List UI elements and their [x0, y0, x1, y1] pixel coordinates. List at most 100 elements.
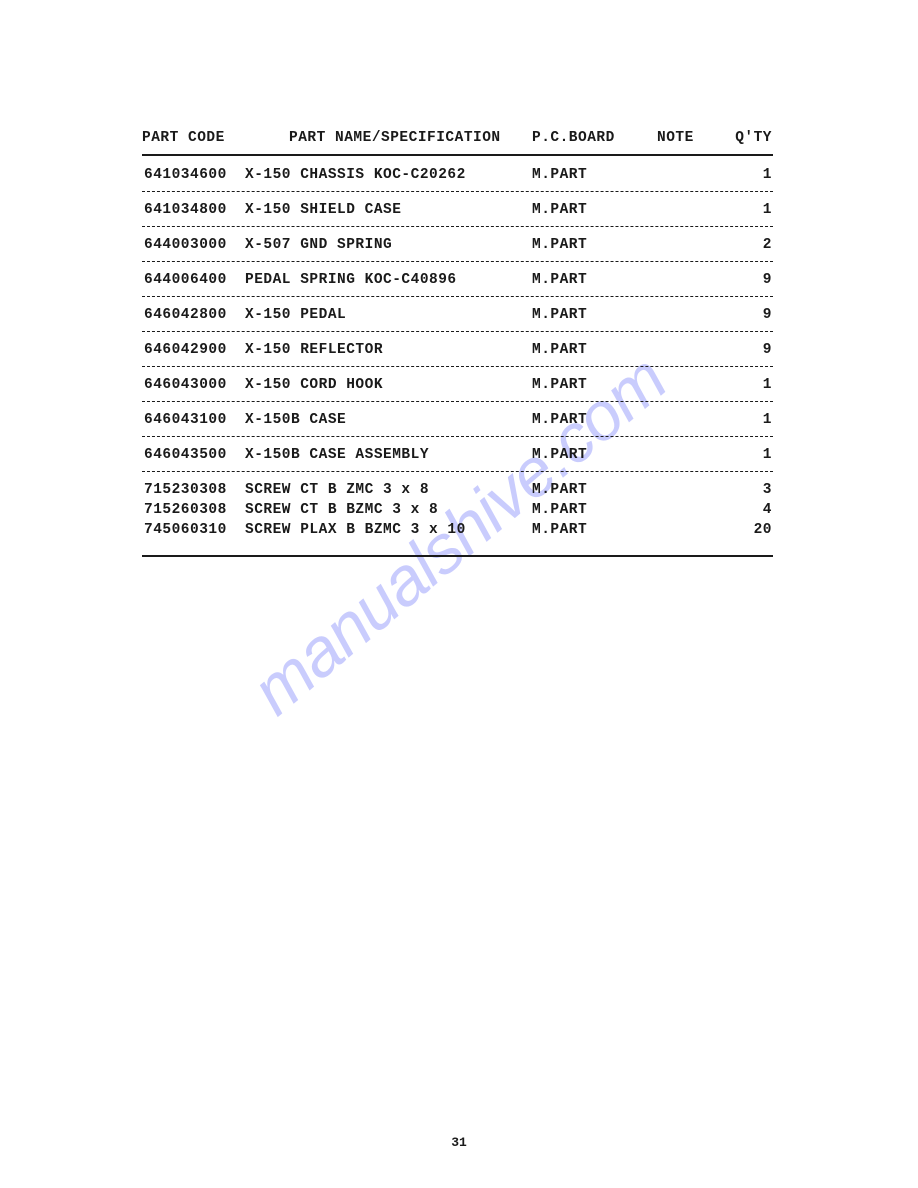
cell-board: M.PART: [532, 522, 657, 538]
cell-qty: 3: [732, 482, 772, 498]
cell-note: [657, 342, 732, 358]
cell-note: [657, 522, 732, 538]
table-row: 715260308SCREW CT B BZMC 3 x 8M.PART 4: [142, 500, 773, 520]
cell-name: X-150 CORD HOOK: [239, 377, 532, 393]
cell-name: PEDAL SPRING KOC-C40896: [239, 272, 532, 288]
cell-name: X-150B CASE: [239, 412, 532, 428]
cell-note: [657, 377, 732, 393]
parts-table: PART CODE PART NAME/SPECIFICATION P.C.BO…: [142, 130, 773, 557]
row-divider: [142, 261, 773, 262]
row-divider: [142, 191, 773, 192]
table-group: 644003000X-507 GND SPRINGM.PART 2: [142, 235, 773, 262]
cell-board: M.PART: [532, 272, 657, 288]
cell-code: 641034600: [142, 167, 239, 183]
cell-board: M.PART: [532, 202, 657, 218]
cell-name: X-150 REFLECTOR: [239, 342, 532, 358]
row-divider: [142, 436, 773, 437]
cell-code: 715230308: [142, 482, 239, 498]
cell-qty: 1: [732, 202, 772, 218]
cell-code: 641034800: [142, 202, 239, 218]
cell-code: 646043500: [142, 447, 239, 463]
table-row: 745060310SCREW PLAX B BZMC 3 x 10M.PART 2…: [142, 520, 773, 540]
row-divider: [142, 401, 773, 402]
cell-board: M.PART: [532, 412, 657, 428]
cell-board: M.PART: [532, 447, 657, 463]
table-group: 715230308SCREW CT B ZMC 3 x 8M.PART37152…: [142, 480, 773, 540]
table-row: 646043500X-150B CASE ASSEMBLYM.PART 1: [142, 445, 773, 465]
cell-code: 646042800: [142, 307, 239, 323]
cell-code: 644003000: [142, 237, 239, 253]
row-divider: [142, 296, 773, 297]
cell-name: X-150 SHIELD CASE: [239, 202, 532, 218]
cell-note: [657, 502, 732, 518]
cell-note: [657, 272, 732, 288]
cell-board: M.PART: [532, 167, 657, 183]
header-note: NOTE: [657, 130, 732, 146]
header-board: P.C.BOARD: [532, 130, 657, 146]
table-group: 644006400PEDAL SPRING KOC-C40896M.PART 9: [142, 270, 773, 297]
cell-qty: 9: [732, 307, 772, 323]
row-divider: [142, 331, 773, 332]
table-group: 646042800X-150 PEDALM.PART9: [142, 305, 773, 332]
table-row: 644006400PEDAL SPRING KOC-C40896M.PART 9: [142, 270, 773, 290]
cell-qty: 1: [732, 447, 772, 463]
cell-note: [657, 307, 732, 323]
table-group: 646043100X-150B CASEM.PART 1: [142, 410, 773, 437]
header-qty: Q'TY: [732, 130, 772, 146]
cell-code: 715260308: [142, 502, 239, 518]
cell-qty: 1: [732, 377, 772, 393]
cell-code: 745060310: [142, 522, 239, 538]
cell-code: 646043000: [142, 377, 239, 393]
cell-board: M.PART: [532, 237, 657, 253]
cell-code: 646043100: [142, 412, 239, 428]
table-row: 646042800X-150 PEDALM.PART9: [142, 305, 773, 325]
cell-qty: 1: [732, 412, 772, 428]
cell-name: X-150B CASE ASSEMBLY: [239, 447, 532, 463]
table-group: 646042900X-150 REFLECTORM.PART 9: [142, 340, 773, 367]
cell-note: [657, 482, 732, 498]
row-divider: [142, 366, 773, 367]
cell-qty: 1: [732, 167, 772, 183]
table-row: 641034600X-150 CHASSIS KOC-C20262M.PART 1: [142, 165, 773, 185]
content-layer: PART CODE PART NAME/SPECIFICATION P.C.BO…: [142, 130, 773, 557]
cell-note: [657, 237, 732, 253]
table-group: 646043500X-150B CASE ASSEMBLYM.PART 1: [142, 445, 773, 472]
table-footer-divider: [142, 555, 773, 557]
cell-qty: 9: [732, 272, 772, 288]
cell-note: [657, 202, 732, 218]
cell-board: M.PART: [532, 482, 657, 498]
table-row: 646043000X-150 CORD HOOKM.PART1: [142, 375, 773, 395]
row-divider: [142, 471, 773, 472]
table-row: 715230308SCREW CT B ZMC 3 x 8M.PART 3: [142, 480, 773, 500]
cell-board: M.PART: [532, 342, 657, 358]
cell-note: [657, 412, 732, 428]
cell-qty: 4: [732, 502, 772, 518]
cell-board: M.PART: [532, 307, 657, 323]
table-group: 641034800X-150 SHIELD CASEM.PART 1: [142, 200, 773, 227]
header-code: PART CODE: [142, 130, 239, 146]
cell-name: SCREW CT B BZMC 3 x 8: [239, 502, 532, 518]
table-header: PART CODE PART NAME/SPECIFICATION P.C.BO…: [142, 130, 773, 156]
page-number: 31: [0, 1135, 918, 1150]
cell-name: SCREW PLAX B BZMC 3 x 10: [239, 522, 532, 538]
cell-name: SCREW CT B ZMC 3 x 8: [239, 482, 532, 498]
cell-name: X-150 CHASSIS KOC-C20262: [239, 167, 532, 183]
cell-note: [657, 167, 732, 183]
table-row: 641034800X-150 SHIELD CASEM.PART 1: [142, 200, 773, 220]
cell-code: 644006400: [142, 272, 239, 288]
cell-qty: 2: [732, 237, 772, 253]
row-divider: [142, 226, 773, 227]
table-body: 641034600X-150 CHASSIS KOC-C20262M.PART1…: [142, 165, 773, 540]
cell-note: [657, 447, 732, 463]
table-row: 644003000X-507 GND SPRINGM.PART 2: [142, 235, 773, 255]
table-row: 646043100X-150B CASEM.PART 1: [142, 410, 773, 430]
cell-qty: 20: [732, 522, 772, 538]
cell-name: X-507 GND SPRING: [239, 237, 532, 253]
cell-qty: 9: [732, 342, 772, 358]
cell-code: 646042900: [142, 342, 239, 358]
table-group: 646043000X-150 CORD HOOKM.PART1: [142, 375, 773, 402]
cell-board: M.PART: [532, 502, 657, 518]
table-group: 641034600X-150 CHASSIS KOC-C20262M.PART 1: [142, 165, 773, 192]
header-name: PART NAME/SPECIFICATION: [239, 130, 532, 146]
table-row: 646042900X-150 REFLECTORM.PART 9: [142, 340, 773, 360]
